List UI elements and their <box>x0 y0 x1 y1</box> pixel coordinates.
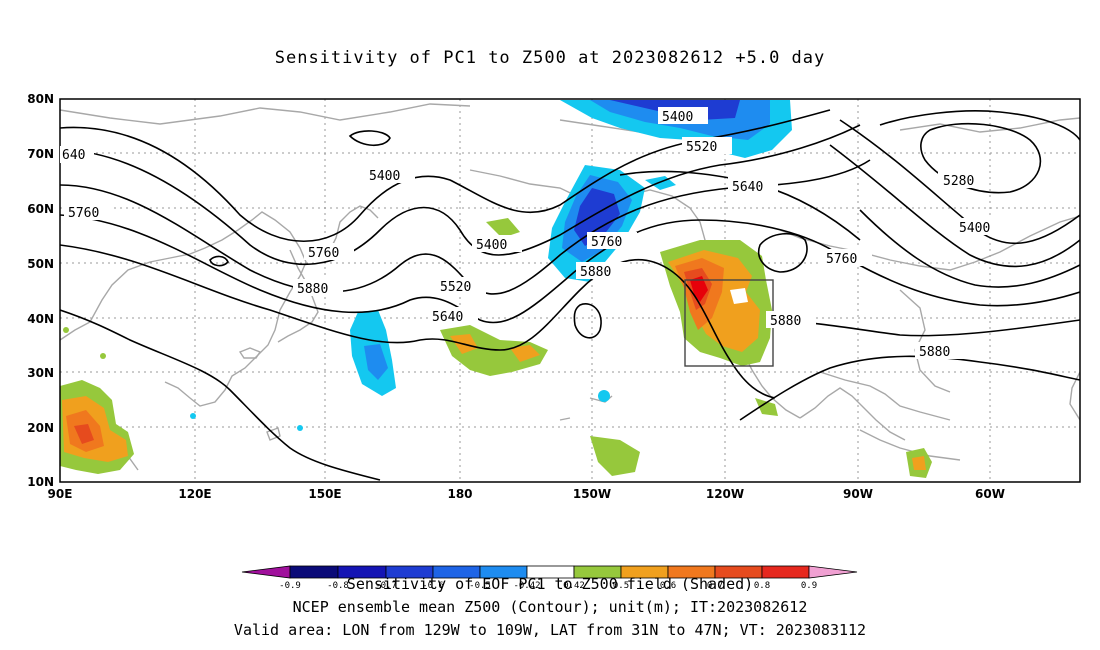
contour-label: 5760 <box>826 252 857 267</box>
contour-label: 5400 <box>476 238 507 253</box>
contour-label: 640 <box>62 148 85 163</box>
contour-label: 5760 <box>68 206 99 221</box>
colorbar-tick: 0.9 <box>801 581 817 591</box>
colorbar-tick: -0.42 <box>513 581 540 591</box>
latitude-labels: 80N 70N 60N 50N 40N 30N 20N 10N <box>27 92 54 489</box>
colorbar-tick: -0.5 <box>469 581 491 591</box>
colorbar-tick: -0.7 <box>375 581 397 591</box>
contour-label: 5880 <box>919 345 950 360</box>
colorbar-tick: -0.9 <box>279 581 301 591</box>
footer-line-shading: Sensitivity of EOF PC1 to Z500 field (Sh… <box>346 575 754 593</box>
lon-label: 150E <box>308 487 341 501</box>
gridlines <box>60 99 1080 482</box>
lat-label: 10N <box>27 475 54 489</box>
contour-label: 5880 <box>580 265 611 280</box>
colorbar-max-triangle <box>808 565 858 579</box>
contour-label: 5640 <box>432 310 463 325</box>
contour-label: 5520 <box>686 140 717 155</box>
sensitivity-shading <box>60 100 932 478</box>
colorbar-ticks: -0.9 -0.8 -0.7 -0.6 -0.5 -0.42 0.42 0.5 … <box>279 581 817 591</box>
plot-title: Sensitivity of PC1 to Z500 at 2023082612… <box>274 48 826 68</box>
lat-label: 30N <box>27 366 54 380</box>
lon-label: 180 <box>447 487 472 501</box>
lat-label: 20N <box>27 421 54 435</box>
colorbar-tick: 0.6 <box>660 581 676 591</box>
colorbar-tick: -0.8 <box>327 581 349 591</box>
contour-label: 5400 <box>662 110 693 125</box>
lon-label: 90E <box>48 487 73 501</box>
contour-label: 5400 <box>959 221 990 236</box>
lat-label: 50N <box>27 257 54 271</box>
lat-label: 80N <box>27 92 54 106</box>
contour-labels: 5400 5520 5640 5280 5400 5400 5400 5760 … <box>60 107 1005 360</box>
footer-line-valid-area: Valid area: LON from 129W to 109W, LAT f… <box>233 621 867 639</box>
colorbar-tick: 0.8 <box>754 581 770 591</box>
contour-label: 5520 <box>440 280 471 295</box>
colorbar-tick: -0.6 <box>422 581 444 591</box>
coastlines <box>60 103 1080 471</box>
lat-label: 70N <box>27 147 54 161</box>
contour-label: 5880 <box>297 282 328 297</box>
colorbar-tick: 0.42 <box>563 581 585 591</box>
contour-label: 5280 <box>943 174 974 189</box>
lon-label: 120W <box>706 487 744 501</box>
contour-label: 5640 <box>732 180 763 195</box>
lon-label: 60W <box>975 487 1005 501</box>
lon-label: 90W <box>843 487 873 501</box>
contour-label: 5760 <box>591 235 622 250</box>
lon-label: 120E <box>178 487 211 501</box>
contour-label: 5880 <box>770 314 801 329</box>
colorbar-tick: 0.7 <box>707 581 723 591</box>
contour-label: 5400 <box>369 169 400 184</box>
lat-label: 40N <box>27 312 54 326</box>
footer-line-contour: NCEP ensemble mean Z500 (Contour); unit(… <box>292 598 808 616</box>
longitude-labels: 90E 120E 150E 180 150W 120W 90W 60W <box>48 487 1005 501</box>
lat-label: 60N <box>27 202 54 216</box>
colorbar-tick: 0.5 <box>613 581 629 591</box>
z500-contours <box>60 109 1080 481</box>
colorbar <box>241 565 858 579</box>
lon-label: 150W <box>573 487 611 501</box>
contour-label: 5760 <box>308 246 339 261</box>
